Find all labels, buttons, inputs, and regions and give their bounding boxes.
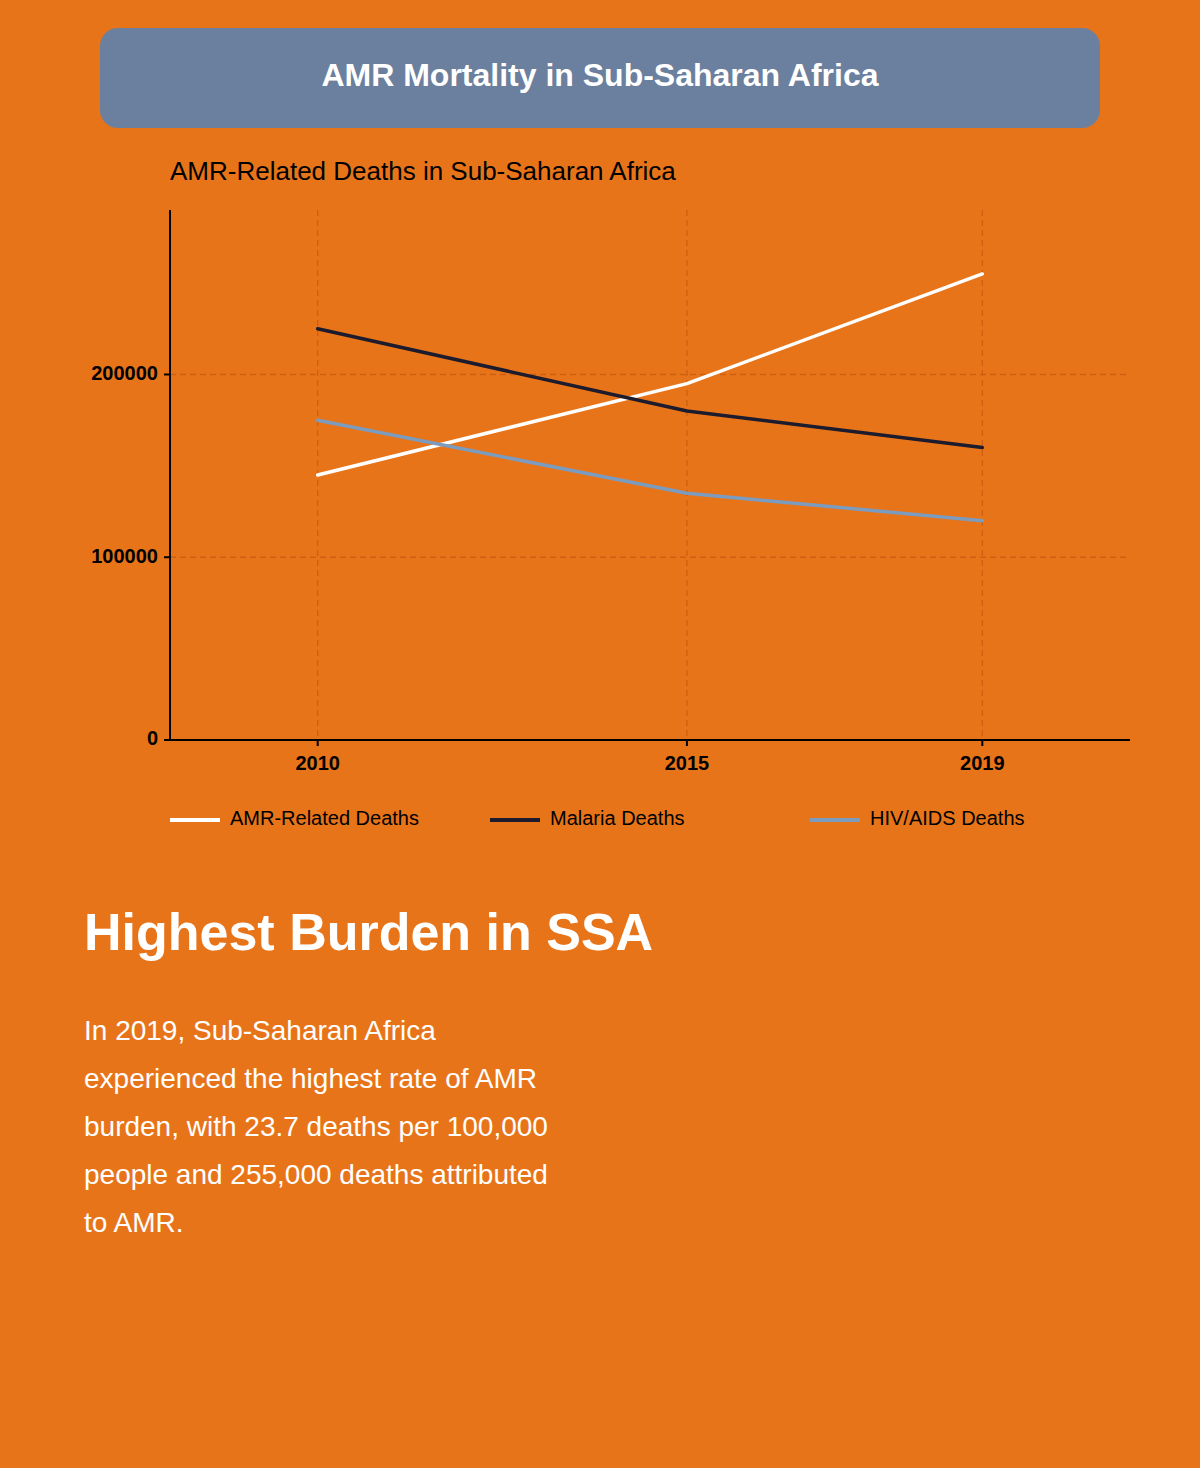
x-tick-label: 2015 <box>665 752 710 774</box>
x-tick-label: 2010 <box>295 752 340 774</box>
subtitle: AMR-Related Deaths in Sub-Saharan Africa <box>170 156 676 186</box>
x-axis-line <box>170 739 1130 741</box>
grid <box>170 210 1130 740</box>
legend-label: AMR-Related Deaths <box>230 807 419 829</box>
x-tick <box>317 740 319 746</box>
series-line <box>318 420 983 521</box>
lines <box>318 274 983 521</box>
y-tick-label: 0 <box>147 727 158 749</box>
highlight-text-line: burden, with 23.7 deaths per 100,000 <box>84 1111 548 1142</box>
legend-swatch <box>170 818 220 822</box>
legend-label: HIV/AIDS Deaths <box>870 807 1025 829</box>
y-tick-label: 200000 <box>91 362 158 384</box>
y-tick-label: 100000 <box>91 545 158 567</box>
y-tick <box>164 556 170 558</box>
series-line <box>318 329 983 448</box>
legend-swatch <box>810 818 860 822</box>
legend-swatch <box>490 818 540 822</box>
background <box>0 0 1200 1468</box>
highlight-text-line: In 2019, Sub-Saharan Africa <box>84 1015 436 1046</box>
banner <box>100 28 1100 128</box>
grid-line-x <box>982 210 983 740</box>
highlight-text-line: to AMR. <box>84 1207 184 1238</box>
legend-label: Malaria Deaths <box>550 807 685 829</box>
highlight-title: Highest Burden in SSA <box>84 903 653 961</box>
x-tick <box>686 740 688 746</box>
highlight-text: In 2019, Sub-Saharan Africa experienced t… <box>84 1015 548 1238</box>
legend: AMR-Related Deaths Malaria Deaths HIV/AIDS… <box>170 807 1025 829</box>
y-tick <box>164 739 170 741</box>
chart-svg: AMR Mortality in Sub-Saharan Africa AMR-R… <box>0 0 1200 1468</box>
grid-line-x <box>686 210 687 740</box>
grid-line-y <box>170 557 1130 558</box>
series-line <box>318 274 983 475</box>
y-tick <box>164 373 170 375</box>
grid-line-y <box>170 739 1130 740</box>
grid-line-y <box>170 374 1130 375</box>
y-axis-line <box>169 210 171 740</box>
x-tick-label: 2019 <box>960 752 1005 774</box>
highlight-text-line: people and 255,000 deaths attributed <box>84 1159 548 1190</box>
x-tick <box>981 740 983 746</box>
highlight-text-line: experienced the highest rate of AMR <box>84 1063 537 1094</box>
title: AMR Mortality in Sub-Saharan Africa <box>321 57 878 93</box>
